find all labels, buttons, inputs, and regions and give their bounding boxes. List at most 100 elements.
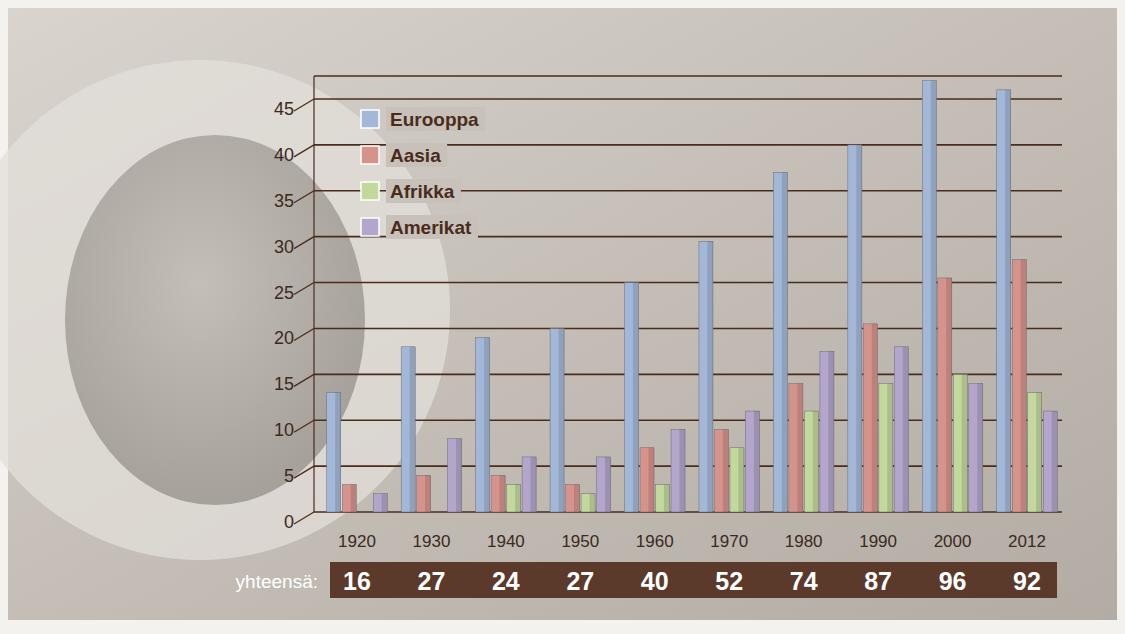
bar: [476, 338, 490, 512]
bar: [566, 484, 580, 512]
bar-shade: [589, 494, 595, 512]
y-tick-label: 5: [284, 466, 294, 486]
bar: [550, 328, 564, 512]
bar-shade: [558, 328, 564, 512]
total-value: 52: [715, 567, 743, 595]
bar-shade: [664, 484, 670, 512]
bar-shade: [872, 324, 878, 512]
bar-shade: [903, 347, 909, 512]
tick-mark: [294, 466, 314, 478]
bar: [969, 384, 983, 512]
total-value: 24: [492, 567, 520, 595]
tick-mark: [294, 283, 314, 295]
chart-root: 051015202530354045EurooppaAasiaAfrikkaAm…: [0, 0, 1125, 634]
bar-shade: [515, 484, 521, 512]
bar: [953, 374, 967, 512]
bar-shade: [441, 512, 447, 513]
y-tick-label: 15: [274, 374, 294, 394]
bar-shade: [723, 429, 729, 512]
plaque-rim: [0, 60, 450, 560]
y-tick-label: 0: [284, 512, 294, 532]
bar: [894, 347, 908, 512]
bar: [448, 439, 462, 512]
x-tick-label: 1960: [636, 532, 674, 551]
bar-shade: [707, 241, 713, 512]
legend-swatch: [361, 218, 379, 236]
y-tick-label: 10: [274, 420, 294, 440]
bar: [714, 429, 728, 512]
bar-shade: [828, 351, 834, 512]
bar: [432, 512, 446, 513]
tick-mark: [294, 191, 314, 203]
legend-label: Aasia: [390, 145, 441, 166]
bar: [789, 384, 803, 512]
bar: [491, 475, 505, 512]
bar-shade: [1052, 411, 1058, 512]
bar-shade: [605, 457, 611, 512]
legend-label-bg: [386, 107, 485, 131]
bar-shade: [351, 484, 357, 512]
bar-shade: [856, 145, 862, 512]
bar: [401, 347, 415, 512]
totals-band: [330, 562, 1057, 598]
grid: [294, 76, 1062, 524]
total-value: 40: [641, 567, 669, 595]
tick-mark: [294, 420, 314, 432]
bar: [879, 384, 893, 512]
y-tick-label: 30: [274, 237, 294, 257]
bar-shade: [335, 393, 341, 512]
bar-shade: [977, 384, 983, 512]
bar-shade: [456, 439, 462, 512]
bar-shade: [531, 457, 537, 512]
legend-label-bg: [386, 143, 447, 167]
x-tick-label: 1950: [561, 532, 599, 551]
x-tick-label: 1920: [338, 532, 376, 551]
bar-shade: [500, 475, 506, 512]
bar: [625, 283, 639, 512]
bar: [507, 484, 521, 512]
axis-top: [314, 75, 1062, 77]
bar-shade: [782, 172, 788, 512]
tick-mark: [294, 328, 314, 340]
y-tick-label: 20: [274, 328, 294, 348]
legend: EurooppaAasiaAfrikkaAmerikat: [361, 107, 485, 239]
bar-shade: [366, 512, 372, 513]
y-tick-label: 35: [274, 191, 294, 211]
total-value: 74: [790, 567, 818, 595]
bar: [1043, 411, 1057, 512]
bar-shade: [574, 484, 580, 512]
bar-shade: [484, 338, 490, 512]
bar: [863, 324, 877, 512]
bar-shade: [382, 494, 388, 512]
bar-shade: [633, 283, 639, 512]
bar-shade: [813, 411, 819, 512]
bar: [1012, 260, 1026, 512]
bar: [417, 475, 431, 512]
bar: [938, 278, 952, 512]
y-tick-label: 45: [274, 99, 294, 119]
totals-label: yhteensä:: [236, 571, 318, 592]
bar-shade: [887, 384, 893, 512]
legend-swatch: [361, 146, 379, 164]
bar-shade: [962, 374, 968, 512]
bar: [820, 351, 834, 512]
bar: [699, 241, 713, 512]
x-tick-label: 1970: [710, 532, 748, 551]
x-tick-label: 1980: [785, 532, 823, 551]
bar: [358, 512, 372, 513]
bar: [327, 393, 341, 512]
bar: [373, 494, 387, 512]
tick-mark: [294, 145, 314, 157]
bar: [773, 172, 787, 512]
bar: [730, 448, 744, 512]
bar: [581, 494, 595, 512]
tick-mark: [294, 99, 314, 111]
legend-label: Afrikka: [390, 181, 455, 202]
bar-shade: [1021, 260, 1027, 512]
x-tick-label: 2012: [1008, 532, 1046, 551]
bars: [327, 81, 1058, 512]
bar: [671, 429, 685, 512]
bar-shade: [931, 81, 937, 512]
total-value: 27: [566, 567, 594, 595]
x-tick-label: 2000: [934, 532, 972, 551]
